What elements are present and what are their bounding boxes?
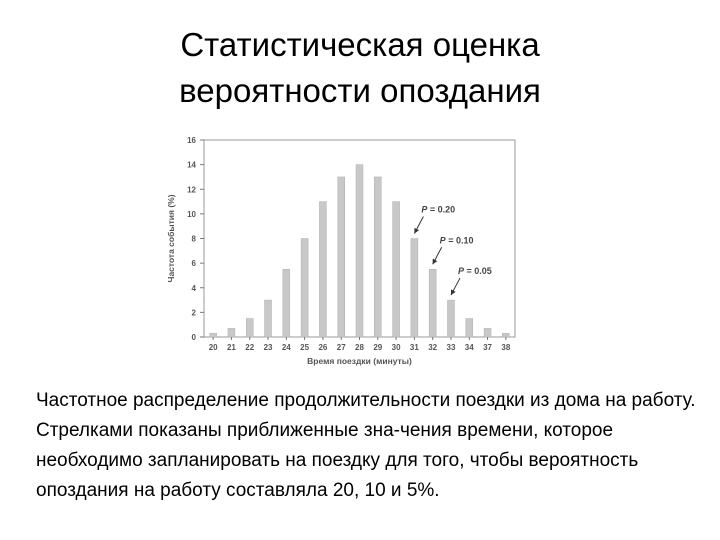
y-tick-label: 12: [187, 185, 196, 194]
bar: [483, 328, 492, 338]
annotation-label: P = 0.05: [458, 266, 492, 276]
x-tick-label: 30: [392, 343, 401, 352]
x-tick-label: 28: [355, 343, 364, 352]
bar: [502, 333, 510, 338]
slide-title: Статистическая оценка вероятности опозда…: [0, 22, 720, 114]
x-tick-label: 29: [373, 343, 382, 352]
y-tick-label: 4: [192, 284, 197, 293]
bar: [209, 333, 217, 338]
x-tick-label: 25: [300, 343, 309, 352]
annotation-label: P = 0.10: [440, 235, 474, 245]
y-tick-label: 16: [187, 136, 196, 145]
bar: [300, 238, 309, 338]
bar: [428, 269, 437, 338]
x-tick-label: 22: [245, 343, 254, 352]
x-tick-label: 26: [318, 343, 327, 352]
annotation-arrowhead: [450, 289, 456, 296]
bar: [374, 176, 382, 338]
x-tick-label: 38: [501, 343, 510, 352]
bar: [264, 299, 272, 338]
x-axis-label: Время поездки (минуты): [307, 356, 412, 366]
bar: [465, 318, 474, 338]
slide-title-line-1: Статистическая оценка: [180, 26, 540, 63]
x-tick-label: 24: [282, 343, 291, 352]
x-tick-label: 23: [264, 343, 273, 352]
bar: [337, 176, 345, 338]
bar: [282, 269, 291, 338]
y-tick-label: 0: [192, 333, 197, 342]
annotation-label: P = 0.20: [421, 205, 455, 215]
x-tick-label: 21: [227, 343, 236, 352]
x-tick-label: 27: [337, 343, 346, 352]
y-tick-label: 6: [192, 259, 197, 268]
x-tick-label: 37: [483, 343, 492, 352]
y-tick-label: 10: [187, 210, 196, 219]
x-tick-label: 31: [410, 343, 419, 352]
y-tick-label: 8: [192, 235, 197, 244]
y-tick-label: 14: [187, 161, 196, 170]
annotation-arrowhead: [432, 258, 438, 265]
x-tick-label: 32: [428, 343, 437, 352]
bar: [319, 201, 327, 338]
annotation-arrowhead: [414, 227, 420, 234]
x-tick-label: 33: [447, 343, 456, 352]
bar: [227, 328, 236, 338]
bar: [447, 299, 455, 338]
x-tick-label: 20: [209, 343, 218, 352]
bar: [392, 201, 400, 338]
slide-title-line-2: вероятности опоздания: [179, 72, 541, 109]
bar: [355, 164, 364, 338]
x-tick-label: 34: [465, 343, 474, 352]
figure-caption: Частотное распределение продолжительност…: [36, 390, 696, 501]
y-tick-label: 2: [192, 308, 197, 317]
bar: [410, 238, 419, 338]
bar: [245, 318, 254, 338]
y-axis-label: Частота события (%): [166, 194, 176, 282]
